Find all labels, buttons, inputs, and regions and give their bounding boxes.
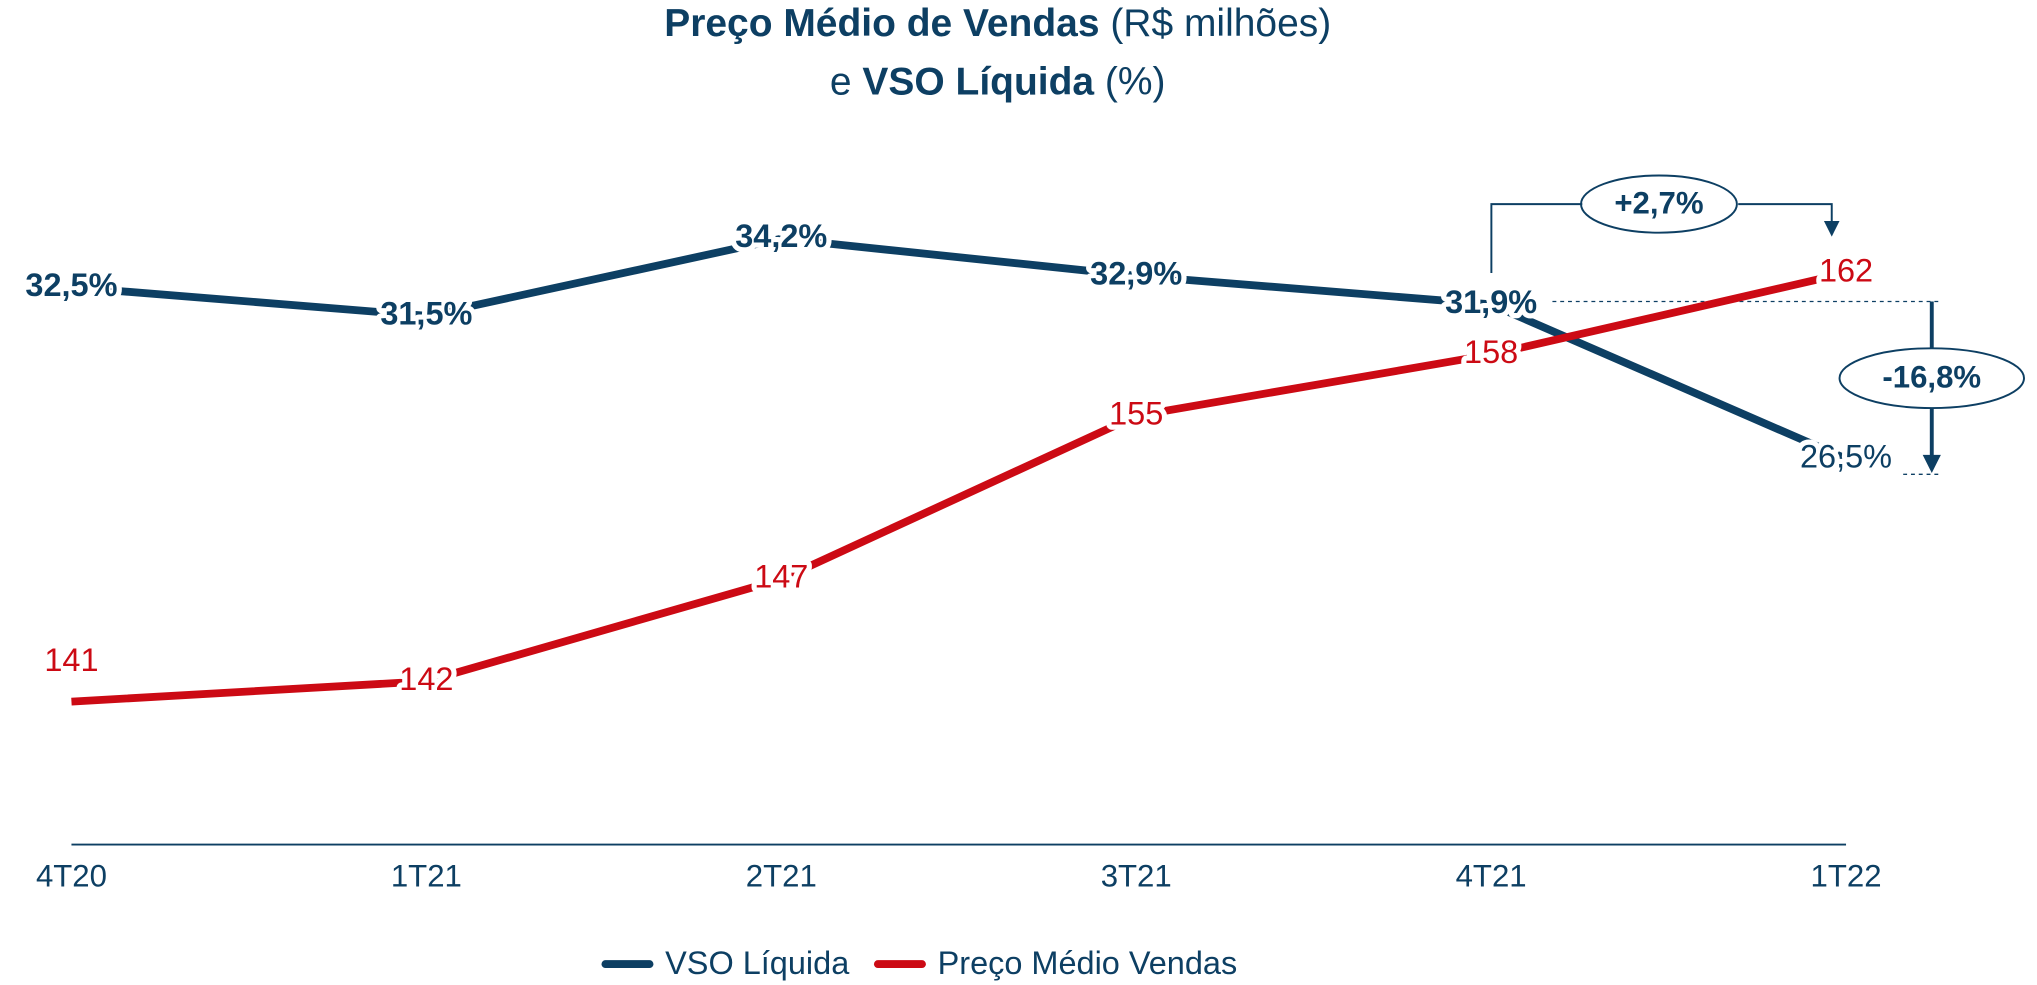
data-labels: 32,5% 31,5% 34,2% 32,9% 31,9% 26,5% 141 142 147 1… — [20, 213, 1897, 702]
data-label: 142 — [399, 661, 453, 697]
chart-title: Preço Médio de Vendas (R$ milhões) — [664, 2, 1331, 45]
data-label: 31,9% — [1445, 284, 1537, 320]
title-part: (%) — [1105, 61, 1166, 104]
annotation-text: -16,8% — [1882, 360, 1981, 395]
data-label: 141 — [44, 642, 98, 678]
x-tick-label: 4T20 — [36, 859, 107, 894]
lines — [71, 234, 1848, 706]
legend-label: Preço Médio Vendas — [938, 945, 1238, 981]
data-label: 32,9% — [1090, 255, 1182, 291]
legend-label: VSO Líquida — [665, 945, 850, 981]
x-tick-label: 2T21 — [746, 859, 817, 894]
data-label: 162 — [1819, 253, 1873, 289]
annotation-bubble — [1580, 174, 1738, 234]
arrow-head — [1922, 454, 1941, 474]
x-tick-label: 3T21 — [1101, 859, 1172, 894]
series-line — [71, 234, 1848, 463]
title-part: (R$ milhões) — [1110, 2, 1331, 45]
x-tick-label: 4T21 — [1456, 859, 1527, 894]
annotation-decrease — [1552, 300, 2025, 475]
series-line — [71, 269, 1847, 706]
bracket — [1490, 203, 1833, 273]
annotation-text: +2,7% — [1614, 186, 1703, 221]
data-label: 32,5% — [25, 267, 117, 303]
chart-title: e VSO Líquida (%) — [830, 61, 1166, 104]
annotation-bubble — [1838, 347, 2025, 410]
data-label: 155 — [1109, 395, 1163, 431]
data-label: 34,2% — [735, 218, 827, 254]
data-label: 26,5% — [1800, 438, 1892, 474]
data-label: 147 — [754, 559, 808, 595]
title-part: e — [830, 61, 852, 104]
data-label: 158 — [1464, 334, 1518, 370]
x-tick-label: 1T22 — [1811, 859, 1882, 894]
title-part: VSO Líquida — [862, 61, 1094, 104]
annotation-increase — [1490, 174, 1840, 273]
data-label: 31,5% — [380, 295, 472, 331]
arrow-head — [1823, 220, 1840, 237]
x-tick-label: 1T21 — [391, 859, 462, 894]
title-part: Preço Médio de Vendas — [664, 2, 1099, 45]
